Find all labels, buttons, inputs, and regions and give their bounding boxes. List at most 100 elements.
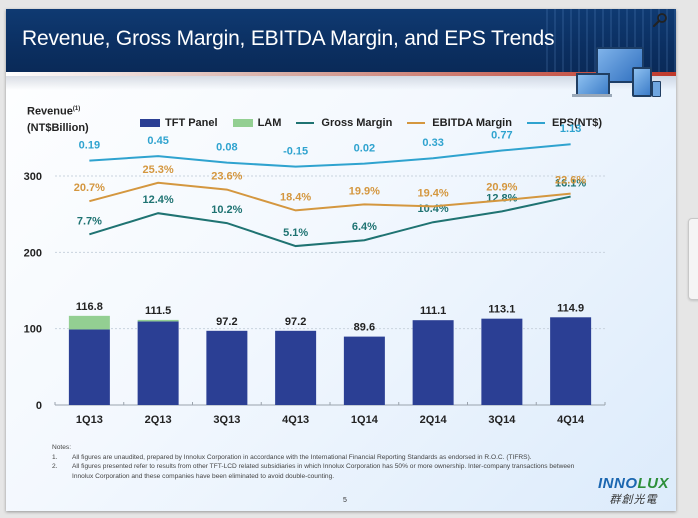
- laptop-base: [572, 94, 612, 97]
- legend-line-eps: [526, 122, 545, 124]
- notes-section: Notes: 1. All figures are unaudited, pre…: [52, 443, 582, 481]
- data-label-ebitda-margin: 23.6%: [211, 171, 242, 183]
- line-eps-nt: [89, 143, 571, 168]
- x-tick-label: 3Q14: [488, 414, 516, 426]
- bar-tft-panel: [137, 321, 179, 405]
- y-axis-title-line2: (NT$Billion): [27, 121, 89, 134]
- legend-item-eps: EPS(NT$): [526, 117, 603, 129]
- data-label-eps-nt: 0.08: [216, 142, 237, 154]
- data-label-eps-nt: 0.77: [491, 130, 512, 142]
- x-tick-label: 1Q13: [76, 414, 103, 426]
- bar-tft-panel: [550, 317, 592, 405]
- data-label-ebitda-margin: 19.9%: [349, 185, 380, 197]
- chart-legend: TFT Panel LAM Gross Margin EBITDA Margin…: [140, 117, 617, 129]
- note-item: 2. All figures presented refer to result…: [52, 462, 582, 481]
- data-label-gross-margin: 10.2%: [211, 204, 242, 216]
- note-text: All figures are unaudited, prepared by I…: [72, 453, 532, 461]
- y-tick-label: 0: [36, 400, 42, 412]
- legend-label: EBITDA Margin: [432, 117, 512, 129]
- legend-line-ebitda-margin: [407, 122, 426, 124]
- legend-item-tft-panel: TFT Panel: [140, 117, 218, 129]
- data-label-eps-nt: 1.13: [560, 123, 581, 135]
- data-label-ebitda-margin: 18.4%: [280, 191, 311, 203]
- bar-total-label: 97.2: [285, 316, 306, 328]
- slide-title: Revenue, Gross Margin, EBITDA Margin, an…: [22, 27, 555, 50]
- y-tick-label: 200: [24, 247, 42, 259]
- bar-lam: [137, 319, 179, 322]
- note-number: 2.: [52, 463, 58, 470]
- revenue-chart: 0 100 200 300 116.8 1Q13 111.5 2Q13 97.2 3Q13 97.2…: [24, 123, 606, 426]
- note-item: 1. All figures are unaudited, prepared b…: [52, 453, 582, 463]
- data-label-eps-nt: 0.45: [147, 135, 168, 147]
- data-label-eps-nt: 0.19: [79, 140, 100, 152]
- logo-part1: INNO: [598, 475, 638, 492]
- laptop-icon: [576, 73, 610, 97]
- data-label-ebitda-margin: 25.3%: [143, 164, 174, 176]
- bar-tft-panel: [68, 329, 110, 405]
- legend-item-ebitda-margin: EBITDA Margin: [407, 117, 512, 129]
- legend-label: LAM: [257, 117, 282, 129]
- data-label-ebitda-margin: 20.7%: [74, 182, 105, 194]
- bar-total-label: 114.9: [557, 302, 584, 314]
- x-tick-label: 2Q14: [420, 414, 448, 426]
- y-axis-footnote: (1): [72, 106, 81, 112]
- note-text: All figures presented refer to results f…: [72, 463, 575, 480]
- data-label-gross-margin: 16.1%: [555, 178, 586, 190]
- data-label-eps-nt: 0.33: [422, 137, 443, 149]
- data-label-ebitda-margin: 19.4%: [418, 187, 449, 199]
- x-tick-label: 3Q13: [213, 414, 240, 426]
- page-number: 5: [343, 497, 347, 504]
- side-panel-handle[interactable]: [688, 218, 698, 300]
- bar-tft-panel: [275, 330, 317, 405]
- slide: Revenue, Gross Margin, EBITDA Margin, an…: [6, 9, 676, 511]
- x-tick-label: 2Q13: [145, 414, 172, 426]
- bar-total-label: 113.1: [488, 304, 515, 316]
- title-shadow: [6, 76, 676, 90]
- notes-heading: Notes:: [52, 444, 72, 451]
- legend-item-lam: LAM: [232, 117, 282, 129]
- data-label-eps-nt: 0.02: [354, 143, 375, 155]
- bar-tft-panel: [412, 320, 454, 405]
- logo-wordmark: INNOLUX: [598, 475, 669, 492]
- phone-icon: [652, 81, 661, 97]
- title-banner: Revenue, Gross Margin, EBITDA Margin, an…: [6, 9, 676, 72]
- bar-total-label: 116.8: [76, 301, 103, 313]
- legend-label: TFT Panel: [165, 117, 218, 129]
- y-tick-label: 300: [24, 171, 42, 183]
- x-tick-label: 4Q13: [282, 414, 309, 426]
- data-label-ebitda-margin: 20.9%: [486, 181, 517, 193]
- magnifier-icon[interactable]: [652, 12, 668, 28]
- legend-swatch-tft-panel: [140, 119, 160, 127]
- legend-swatch-lam: [232, 119, 253, 127]
- data-label-eps-nt: -0.15: [283, 146, 308, 158]
- tablet-icon: [632, 67, 652, 97]
- data-label-gross-margin: 12.4%: [143, 194, 174, 206]
- title-stripe: [6, 72, 676, 76]
- legend-label: EPS(NT$): [551, 117, 603, 129]
- data-label-gross-margin: 6.4%: [352, 221, 377, 233]
- y-axis-title: Revenue(1) (NT$Billion): [27, 101, 89, 136]
- y-axis-title-line1: Revenue: [27, 105, 73, 118]
- y-tick-label: 100: [24, 324, 42, 336]
- line-gross-margin: [89, 195, 571, 248]
- legend-item-gross-margin: Gross Margin: [296, 117, 392, 129]
- bar-total-label: 111.1: [420, 305, 446, 317]
- bar-tft-panel: [343, 336, 385, 405]
- x-tick-label: 4Q14: [557, 414, 585, 426]
- logo-part2: LUX: [637, 475, 669, 492]
- data-label-gross-margin: 5.1%: [283, 227, 308, 239]
- innolux-logo: INNOLUX 群創光電: [598, 475, 669, 507]
- bar-total-label: 111.5: [145, 305, 171, 317]
- logo-chinese: 群創光電: [609, 494, 658, 506]
- data-label-gross-margin: 7.7%: [77, 215, 102, 227]
- data-label-ebitda-margin: 22.6%: [555, 175, 586, 187]
- devices-illustration: [572, 37, 664, 97]
- legend-label: Gross Margin: [321, 117, 393, 129]
- bar-lam: [68, 315, 110, 330]
- bar-total-label: 89.6: [354, 322, 375, 334]
- legend-line-gross-margin: [296, 122, 315, 124]
- bar-tft-panel: [206, 330, 248, 405]
- line-ebitda-margin: [89, 181, 571, 212]
- bar-total-label: 97.2: [216, 316, 237, 328]
- note-number: 1.: [52, 453, 58, 461]
